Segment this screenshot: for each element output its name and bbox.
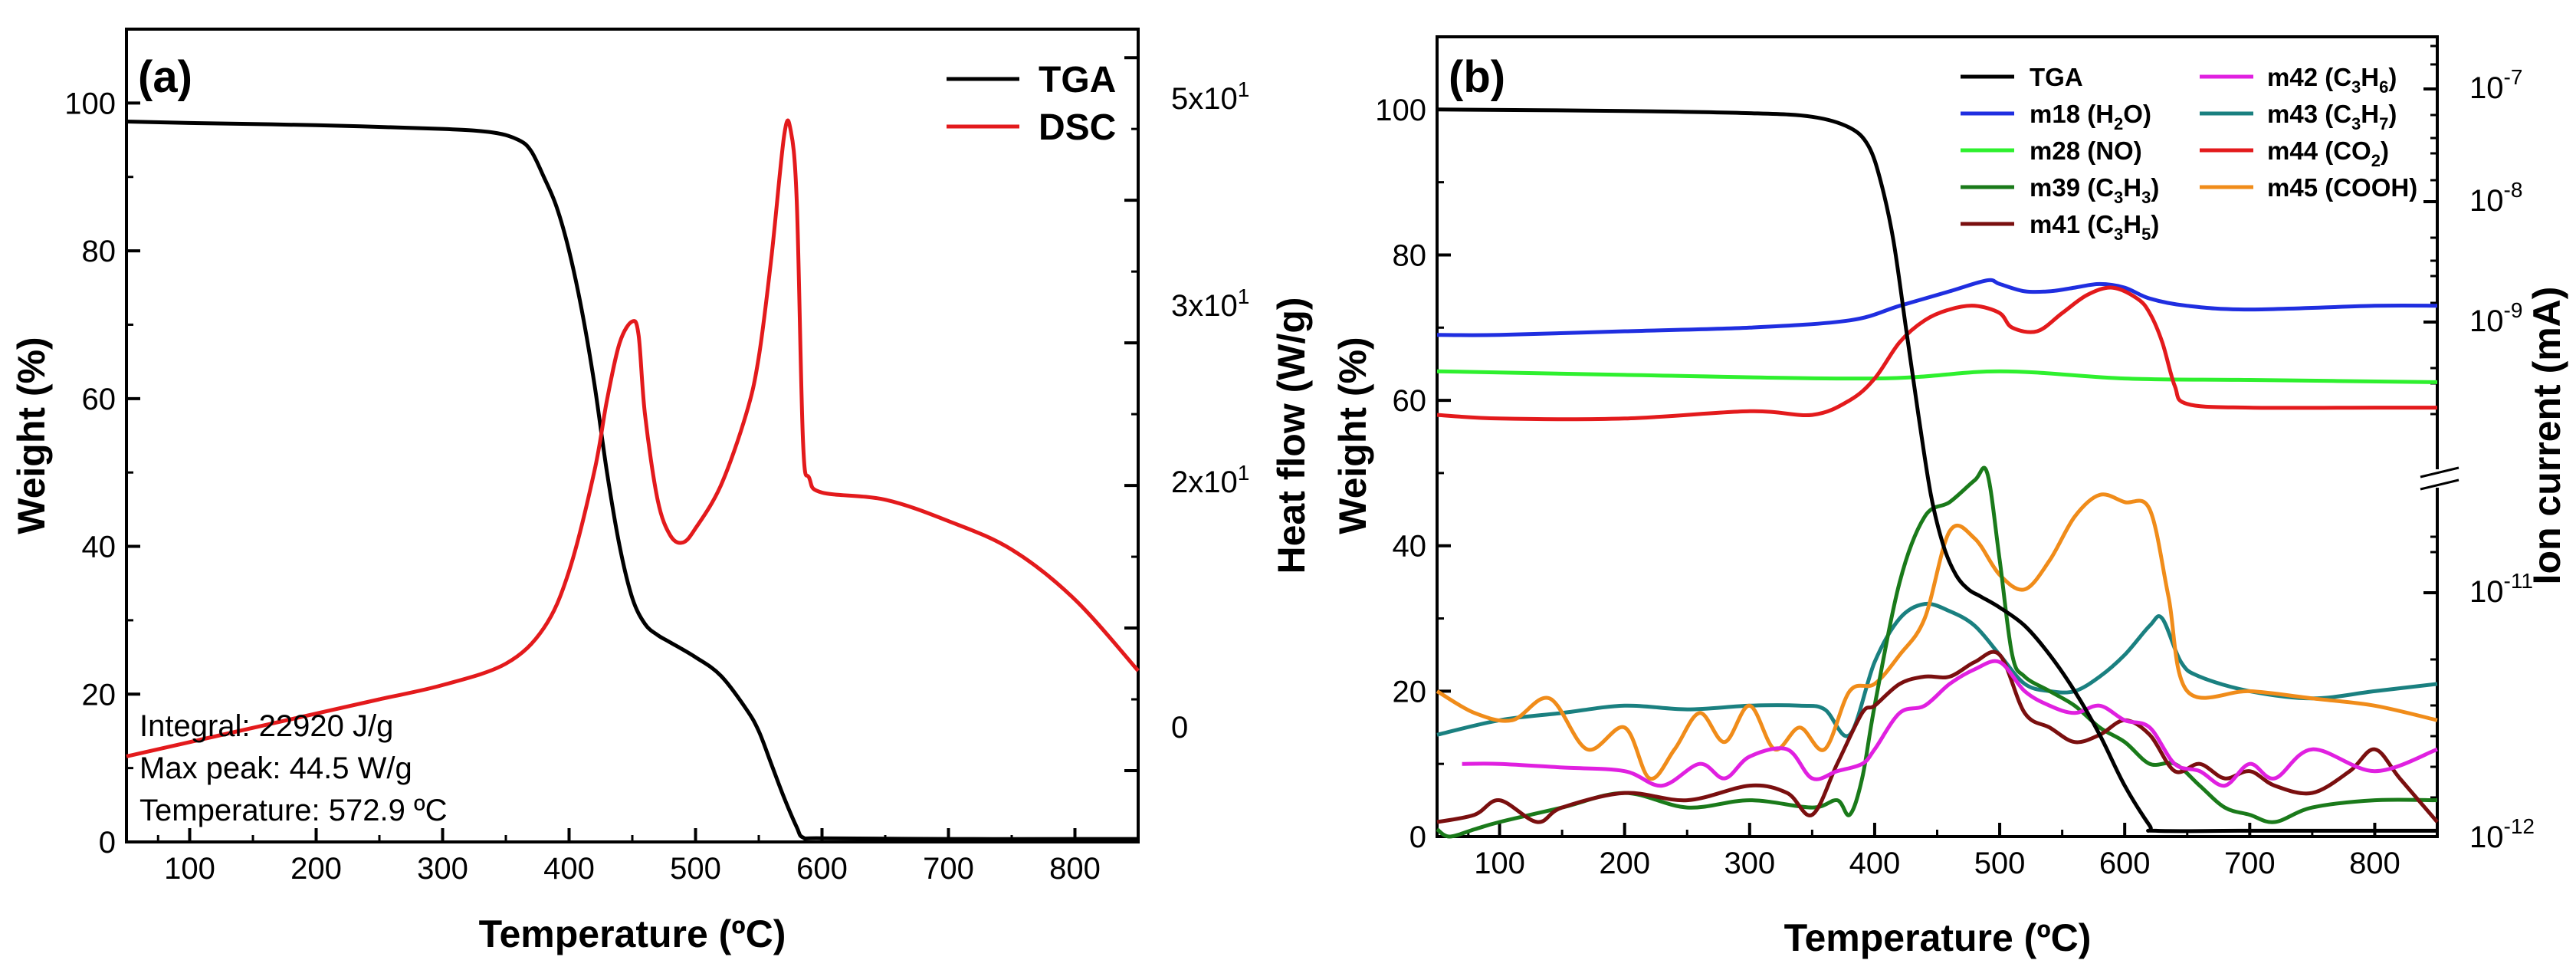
panel-a-series <box>126 118 1140 841</box>
x-tick-label-600: 600 <box>796 852 848 886</box>
panel-b-y-axis-title: Weight (%) <box>1331 337 1374 534</box>
x-tick-label-200: 200 <box>1599 847 1650 880</box>
x-tick-label-400: 400 <box>543 852 595 886</box>
x-tick-label-100: 100 <box>164 852 215 886</box>
y-tick-label-100: 100 <box>1375 94 1426 127</box>
legend-label-m39-c3h3: m39 (C3H3) <box>2030 173 2159 207</box>
panel-b-x-axis-title: Temperature (ºC) <box>1784 916 2092 959</box>
y2-tick-label-20: 2x101 <box>1171 461 1249 499</box>
panel-a-legend: TGA DSC <box>947 60 1116 148</box>
legend-label-m41-c3h5: m41 (C3H5) <box>2030 210 2159 244</box>
panel-a-ticks: 100 200 300 400 500 600 700 800 0 20 40 60 80 100 <box>64 56 1138 886</box>
legend-label-m43-c3h7: m43 (C3H7) <box>2267 100 2397 133</box>
y2-tick-label-1e-12: 10-12 <box>2469 814 2535 854</box>
y-tick-label-80: 80 <box>82 235 116 268</box>
y-tick-label-20: 20 <box>82 678 116 712</box>
x-tick-label-500: 500 <box>670 852 721 886</box>
annotation-temperature: Temperature: 572.9 ºC <box>139 794 447 827</box>
panel-a-label: (a) <box>138 52 192 102</box>
series-line-dsc <box>126 118 1140 758</box>
panel-a-y-axis-title: Weight (%) <box>10 337 53 534</box>
y-tick-label-100: 100 <box>64 87 116 120</box>
series-line-m28-no <box>1436 369 2438 384</box>
y2-tick-label-50: 5x101 <box>1171 77 1249 116</box>
x-tick-label-700: 700 <box>923 852 974 886</box>
y-tick-label-60: 60 <box>82 383 116 416</box>
y2-tick-label-1e-7: 10-7 <box>2469 65 2522 105</box>
series-line-tga <box>126 120 1138 841</box>
legend-label-tga: TGA <box>2030 63 2083 91</box>
legend-label-m42-c3h6: m42 (C3H6) <box>2267 63 2397 97</box>
x-tick-label-100: 100 <box>1474 847 1525 880</box>
panel-b-ticks: 100 200 300 400 500 600 700 800 0 20 40 60 80 100 <box>1375 44 2437 880</box>
y-tick-label-0: 0 <box>1409 820 1426 854</box>
x-tick-label-300: 300 <box>1724 847 1775 880</box>
legend-dsc-label: DSC <box>1039 107 1116 148</box>
annotation-integral: Integral: 22920 J/g <box>139 709 393 743</box>
x-tick-label-200: 200 <box>290 852 342 886</box>
y-tick-label-60: 60 <box>1393 384 1427 418</box>
x-tick-label-300: 300 <box>417 852 468 886</box>
legend-label-m18-h2o: m18 (H2O) <box>2030 100 2151 133</box>
panel-b-series <box>1436 107 2439 839</box>
legend-label-m28-no: m28 (NO) <box>2030 136 2142 165</box>
y2-tick-label-1e-8: 10-8 <box>2469 178 2522 218</box>
panel-b-y2-tick-labels: 10-7 10-8 10-9 10-11 10-12 <box>2469 65 2535 854</box>
y-tick-label-0: 0 <box>99 826 116 860</box>
y-tick-label-80: 80 <box>1393 238 1427 272</box>
series-line-m39-c3h3 <box>1436 465 2438 839</box>
legend-label-m45-cooh: m45 (COOH) <box>2267 173 2417 202</box>
series-line-m41-c3h5 <box>1436 649 2439 824</box>
panel-a: 100 200 300 400 500 600 700 800 0 20 40 60 80 100 (a)… <box>10 28 1313 955</box>
series-line-m18-h2o <box>1436 278 2438 337</box>
y2-tick-label-1e-11: 10-11 <box>2469 569 2533 609</box>
panel-a-x-axis-title: Temperature (ºC) <box>479 912 786 955</box>
x-tick-label-800: 800 <box>2349 847 2400 880</box>
y2-tick-label-30: 3x101 <box>1171 284 1249 323</box>
legend-label-m44-co2: m44 (CO2) <box>2267 136 2389 170</box>
x-tick-label-600: 600 <box>2099 847 2151 880</box>
y2-tick-label-1e-9: 10-9 <box>2469 298 2522 338</box>
x-tick-label-400: 400 <box>1849 847 1901 880</box>
series-line-m45-cooh <box>1436 492 2438 781</box>
x-tick-label-700: 700 <box>2224 847 2276 880</box>
panel-b: 100 200 300 400 500 600 700 800 0 20 40 60 80 100 (b)… <box>1331 35 2568 959</box>
panel-a-y2-axis-title: Heat flow (W/g) <box>1270 297 1313 574</box>
x-tick-label-500: 500 <box>1974 847 2026 880</box>
panel-a-y2-tick-labels: 0 2x101 3x101 5x101 <box>1171 77 1249 745</box>
x-tick-label-800: 800 <box>1049 852 1101 886</box>
annotation-max-peak: Max peak: 44.5 W/g <box>139 751 412 785</box>
series-line-m44-co2 <box>1436 285 2437 422</box>
y-tick-label-20: 20 <box>1393 675 1427 709</box>
series-line-tga <box>1436 107 2437 834</box>
y2-tick-label-0: 0 <box>1171 711 1188 745</box>
right-axis-break <box>2420 466 2460 491</box>
y-tick-label-40: 40 <box>1393 530 1427 564</box>
y-tick-label-40: 40 <box>82 531 116 564</box>
panel-b-label: (b) <box>1449 52 1505 102</box>
series-line-m43-c3h7 <box>1436 601 2438 738</box>
panel-b-y2-axis-title: Ion current (mA) <box>2525 287 2568 585</box>
legend-tga-label: TGA <box>1039 60 1116 100</box>
panel-b-legend: TGA m18 (H2O) m28 (NO) m39 (C3H3)m41 (C3H5)… <box>1961 63 2417 244</box>
series-line-m42-c3h6 <box>1462 659 2438 788</box>
